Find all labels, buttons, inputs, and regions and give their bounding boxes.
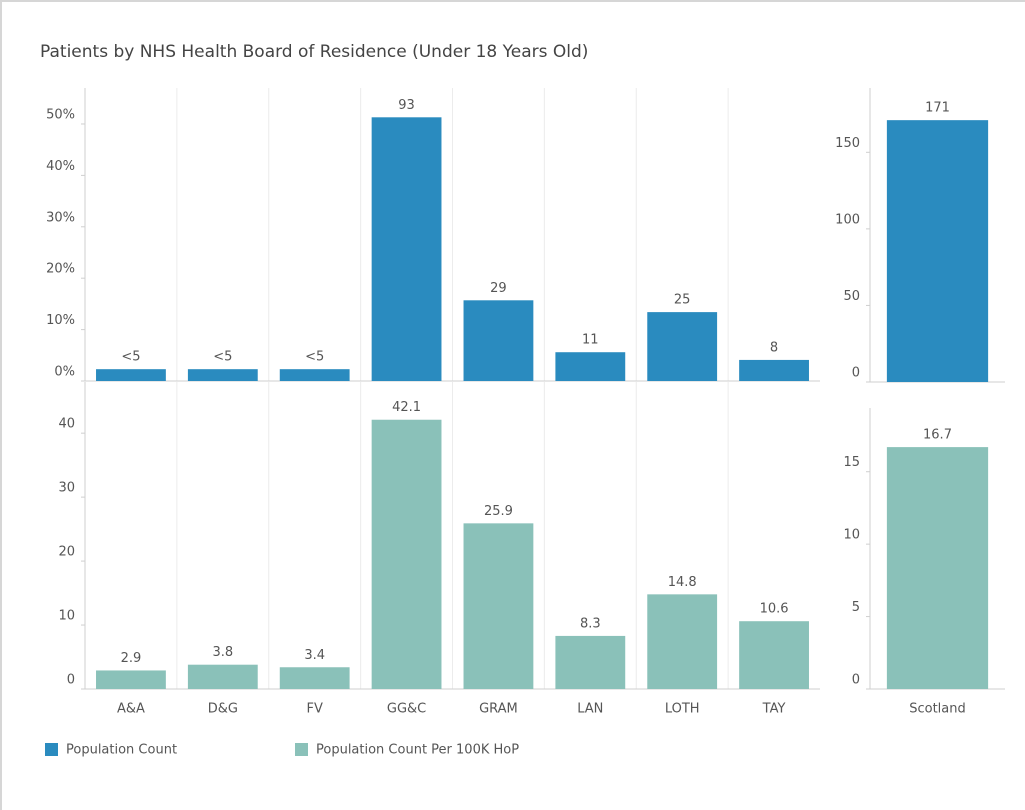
bar [187,664,258,689]
y-tick-label: 10% [46,313,75,328]
y-tick-label: 20 [58,545,75,560]
x-tick-label: A&A [117,702,145,717]
x-tick-label: D&G [208,702,238,717]
legend-swatch [45,743,58,756]
x-tick-label: LAN [577,702,603,717]
data-label: 25.9 [484,504,513,519]
y-tick-label: 10 [843,528,860,543]
y-tick-label: 100 [835,212,860,227]
data-label: <5 [121,350,140,365]
bar [371,419,442,689]
data-label: 93 [398,98,415,113]
y-tick-label: 30 [58,481,75,496]
x-tick-label: Scotland [909,702,966,717]
y-tick-label: 20% [46,262,75,277]
x-tick-label: LOTH [665,702,700,717]
bar [886,447,989,689]
data-label: <5 [213,350,232,365]
y-tick-label: 50% [46,107,75,122]
legend-swatch [295,743,308,756]
y-tick-label: 0 [852,673,860,688]
bar [739,359,809,381]
y-tick-label: 5 [852,600,860,615]
bar [886,120,989,382]
bar [555,352,626,381]
bar [647,312,718,381]
y-tick-label: 0% [54,365,75,380]
bar [463,523,534,689]
data-label: 10.6 [760,602,789,617]
bar [555,635,626,689]
x-tick-label: TAY [762,702,786,717]
x-tick-label: GRAM [479,702,518,717]
data-label: 16.7 [923,428,952,443]
data-label: 3.8 [212,645,233,660]
data-label: 11 [582,333,599,348]
data-label: 8.3 [580,616,601,631]
bar [739,621,809,689]
y-tick-label: 0 [852,366,860,381]
bar [371,117,442,382]
y-tick-label: 150 [835,136,860,151]
data-label: 3.4 [304,648,325,663]
x-tick-label: GG&C [387,702,426,717]
data-label: 14.8 [668,575,697,590]
data-label: 42.1 [392,400,421,415]
y-tick-label: 40% [46,159,75,174]
y-tick-label: 40 [58,417,75,432]
bar [279,667,350,689]
bar [96,369,166,381]
data-label: 8 [770,340,778,355]
y-tick-label: 15 [843,455,860,470]
bar [647,594,718,689]
data-label: 171 [925,101,950,116]
legend-label: Population Count [66,743,177,758]
bar [96,670,166,689]
y-tick-label: 30% [46,210,75,225]
legend-label: Population Count Per 100K HoP [316,743,519,758]
data-label: <5 [305,350,324,365]
x-tick-label: FV [307,702,323,717]
y-tick-label: 10 [58,609,75,624]
data-label: 25 [674,293,691,308]
data-label: 2.9 [121,651,142,666]
y-tick-label: 0 [67,673,75,688]
bar [187,369,258,381]
chart-title: Patients by NHS Health Board of Residenc… [40,42,588,62]
data-label: 29 [490,281,507,296]
bar [279,369,350,381]
y-tick-label: 50 [843,289,860,304]
bar [463,300,534,381]
